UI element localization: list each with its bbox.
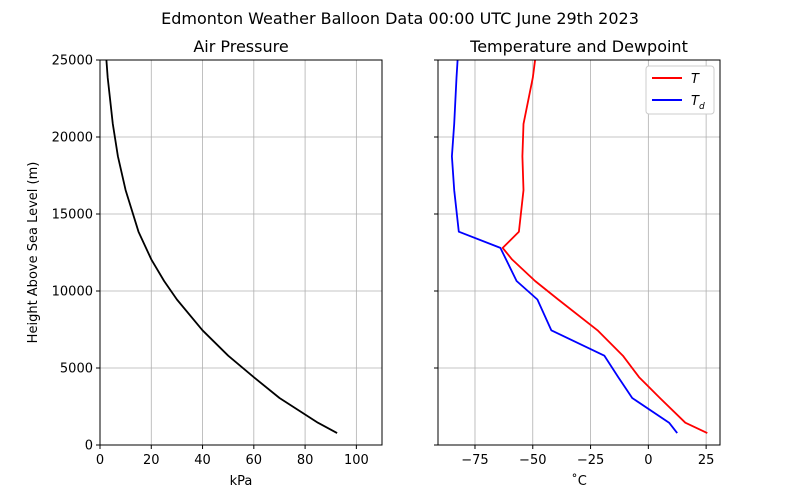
y-tick-label: 25000 <box>52 54 93 69</box>
series-line-td <box>450 59 678 434</box>
y-tick-label: 20000 <box>52 131 93 146</box>
y-tick-label: 15000 <box>52 208 93 223</box>
x-tick-label: 20 <box>143 453 160 468</box>
series-line-pressure <box>105 59 338 434</box>
air-pressure-grid <box>99 59 382 446</box>
x-tick-label: −75 <box>461 453 488 468</box>
x-tick-label: 0 <box>644 453 652 468</box>
temperature-dewpoint-grid <box>438 59 720 446</box>
x-tick-label: 25 <box>698 453 715 468</box>
temperature-dewpoint-xlabel: ˚C <box>571 473 587 489</box>
x-tick-label: −50 <box>519 453 546 468</box>
temperature-dewpoint-title: Temperature and Dewpoint <box>469 37 688 56</box>
air-pressure-lines <box>105 59 338 434</box>
x-tick-label: 80 <box>297 453 314 468</box>
air-pressure-xlabel: kPa <box>230 474 253 489</box>
y-tick-label: 5000 <box>60 362 93 377</box>
x-tick-label: 60 <box>246 453 263 468</box>
air-pressure-panel: Air Pressure 0 20 40 60 80 100 0 5000 10000 15000… <box>26 37 383 489</box>
legend-label-t: T <box>691 72 700 87</box>
temperature-dewpoint-panel: Temperature and Dewpoint −75 −50 −25 0 25 ˚C… <box>434 37 721 489</box>
x-tick-label: 40 <box>194 453 211 468</box>
x-tick-label: 100 <box>344 453 369 468</box>
temperature-dewpoint-lines <box>450 59 708 434</box>
temperature-dewpoint-ticks: −75 −50 −25 0 25 <box>434 59 715 468</box>
figure-title: Edmonton Weather Balloon Data 00:00 UTC … <box>161 9 639 28</box>
series-line-t <box>501 59 708 434</box>
x-tick-label: −25 <box>577 453 604 468</box>
temperature-dewpoint-axes-frame <box>437 59 721 446</box>
y-tick-label: 0 <box>85 439 93 454</box>
air-pressure-ticks: 0 20 40 60 80 100 0 5000 10000 15000 20000 25000 <box>52 54 369 469</box>
air-pressure-ylabel: Height Above Sea Level (m) <box>26 162 41 344</box>
air-pressure-axes-frame <box>99 59 383 446</box>
legend: T Td <box>645 65 715 115</box>
y-tick-label: 10000 <box>52 285 93 300</box>
air-pressure-title: Air Pressure <box>193 37 288 56</box>
x-tick-label: 0 <box>96 453 104 468</box>
